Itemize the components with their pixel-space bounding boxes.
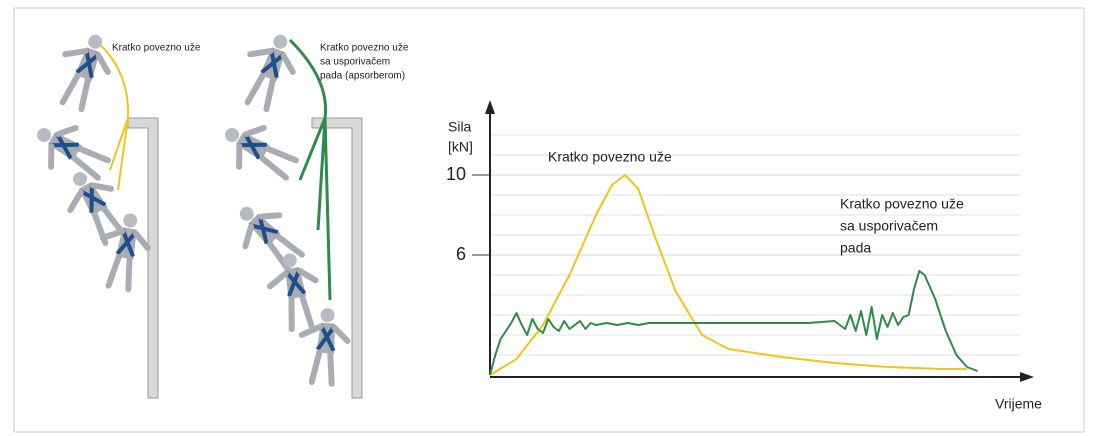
illustration-label: Kratko povezno uže (112, 43, 201, 54)
x-axis-label: Vrijeme (995, 396, 1042, 412)
y-tick-label: 10 (446, 164, 466, 184)
y-axis-label: Sila (448, 119, 472, 135)
annotation: pada (840, 240, 871, 256)
illustration (26, 27, 363, 399)
y-axis-label: [kN] (448, 139, 473, 155)
chart: 6 10 Sila [kN] Vrijeme Kratko povezno uže Krat… (446, 100, 1042, 412)
annotation: Kratko povezno uže (840, 196, 964, 212)
y-tick-label: 6 (456, 244, 466, 264)
frame (13, 7, 1085, 433)
illustration-label: pada (apsorberom) (320, 71, 405, 82)
annotation: Kratko povezno uže (548, 149, 672, 165)
illustration-label: sa usporivačem (320, 57, 390, 68)
series-line (489, 174, 967, 376)
illustration-labels: Kratko povezno uže Kratko povezno uže sa u… (112, 43, 409, 82)
x-axis-arrow (1020, 372, 1034, 382)
annotation: sa usporivačem (840, 218, 938, 234)
y-axis-arrow (485, 100, 495, 114)
illustration-label: Kratko povezno uže (320, 43, 409, 54)
series-line (489, 270, 978, 376)
